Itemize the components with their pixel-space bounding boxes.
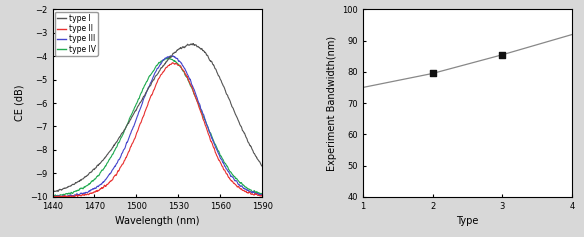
- Y-axis label: CE (dB): CE (dB): [15, 85, 25, 121]
- Point: [498, 53, 507, 57]
- Point: [428, 72, 437, 75]
- X-axis label: Wavelength (nm): Wavelength (nm): [115, 216, 200, 226]
- Y-axis label: Experiment Bandwidth(nm): Experiment Bandwidth(nm): [326, 36, 336, 171]
- X-axis label: Type: Type: [456, 216, 479, 226]
- Legend: type I, type II, type III, type IV: type I, type II, type III, type IV: [55, 12, 98, 56]
